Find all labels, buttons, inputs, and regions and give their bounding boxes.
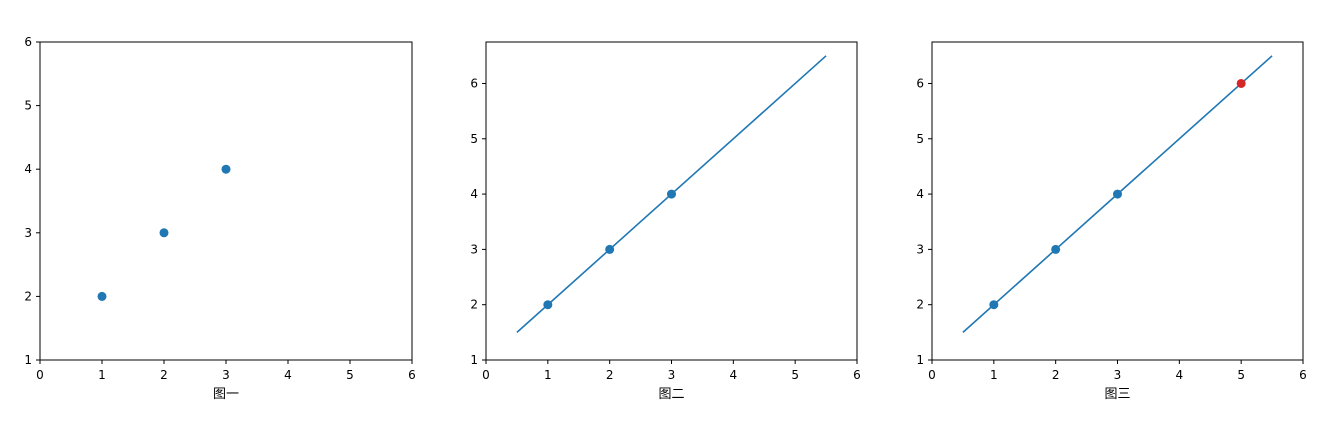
x-tick-label: 4 — [1176, 368, 1184, 382]
data-point — [989, 300, 999, 310]
x-tick-label: 0 — [928, 368, 936, 382]
y-tick-label: 4 — [24, 162, 32, 176]
x-tick-label: 2 — [160, 368, 168, 382]
x-axis-label: 图二 — [658, 387, 684, 402]
y-tick-label: 2 — [24, 289, 32, 303]
x-axis-label: 图三 — [1104, 387, 1130, 402]
y-tick-label: 1 — [916, 353, 924, 367]
x-tick-label: 1 — [98, 368, 106, 382]
y-tick-label: 5 — [24, 99, 32, 113]
data-point — [159, 228, 169, 238]
y-tick-label: 6 — [916, 76, 924, 90]
y-tick-label: 6 — [470, 76, 478, 90]
x-tick-label: 5 — [791, 368, 799, 382]
data-point — [1051, 244, 1061, 254]
x-tick-label: 6 — [408, 368, 416, 382]
x-tick-label: 6 — [853, 368, 861, 382]
y-tick-label: 1 — [24, 353, 32, 367]
data-point — [1236, 78, 1246, 88]
data-point — [1113, 189, 1122, 199]
x-tick-label: 0 — [482, 368, 490, 382]
x-tick-label: 6 — [1299, 368, 1307, 382]
y-tick-label: 3 — [24, 226, 32, 240]
x-tick-label: 3 — [668, 368, 676, 382]
axes-frame — [485, 41, 858, 361]
data-point — [667, 189, 676, 199]
x-tick-label: 0 — [36, 368, 44, 382]
axes-frame — [931, 41, 1304, 361]
data-point — [605, 244, 615, 254]
y-tick-label: 4 — [470, 187, 478, 201]
x-tick-label: 2 — [1052, 368, 1060, 382]
data-point — [221, 164, 231, 174]
y-tick-label: 5 — [916, 132, 924, 146]
x-tick-label: 1 — [990, 368, 998, 382]
x-tick-label: 2 — [606, 368, 614, 382]
x-tick-label: 1 — [544, 368, 552, 382]
x-tick-label: 3 — [1114, 368, 1122, 382]
y-tick-label: 4 — [916, 187, 924, 201]
data-point — [543, 300, 553, 310]
y-tick-label: 1 — [470, 353, 478, 367]
y-tick-label: 2 — [916, 298, 924, 312]
axes-frame — [39, 41, 413, 361]
x-tick-label: 3 — [222, 368, 230, 382]
x-tick-label: 5 — [1237, 368, 1245, 382]
x-tick-label: 5 — [346, 368, 354, 382]
x-tick-label: 4 — [730, 368, 738, 382]
x-axis-label: 图一 — [213, 387, 239, 402]
y-tick-label: 3 — [916, 242, 924, 256]
y-tick-label: 6 — [24, 35, 32, 49]
data-point — [97, 291, 107, 301]
x-tick-label: 4 — [284, 368, 292, 382]
y-tick-label: 3 — [470, 242, 478, 256]
y-tick-label: 2 — [470, 298, 478, 312]
y-tick-label: 5 — [470, 132, 478, 146]
